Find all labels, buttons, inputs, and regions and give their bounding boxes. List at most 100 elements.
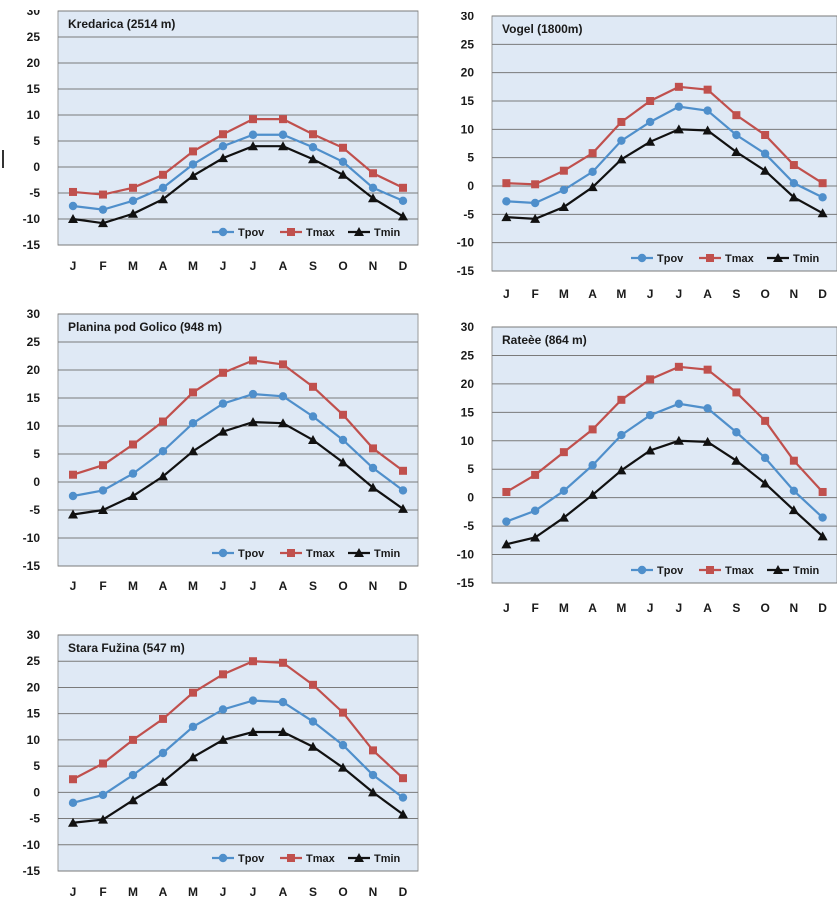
point-tmin — [398, 503, 408, 513]
legend-label-tmax: Tmax — [306, 853, 336, 865]
point-tmax — [502, 487, 511, 496]
point-tmax — [617, 117, 626, 126]
series-line-tpov — [506, 105, 824, 205]
point-tpov — [645, 117, 655, 127]
point-tmax — [279, 658, 287, 667]
point-tmax — [732, 388, 741, 397]
point-tmax — [189, 388, 197, 397]
x-tick-label: A — [159, 579, 168, 593]
x-tick-label: J — [220, 579, 227, 593]
x-tick-label: M — [128, 259, 138, 273]
point-tmax — [818, 179, 827, 188]
point-tmin — [501, 212, 512, 222]
legend-label-tpov: Tpov — [657, 253, 684, 265]
point-tpov — [158, 447, 168, 456]
point-tpov — [617, 136, 626, 145]
series-line-tmin — [506, 128, 824, 220]
x-tick-label: S — [732, 601, 740, 615]
x-tick-label: J — [70, 579, 77, 593]
y-tick-label: 5 — [467, 462, 474, 476]
plot-area — [57, 634, 419, 872]
point-tmin — [731, 147, 742, 156]
series-line-tmax — [72, 359, 404, 476]
point-tpov — [530, 506, 540, 515]
point-tmin — [338, 169, 348, 179]
legend-label-tpov: Tpov — [238, 227, 265, 239]
point-tpov — [128, 469, 138, 478]
point-tmax — [219, 368, 227, 377]
series-line-tmax — [506, 85, 824, 186]
point-tmin — [558, 201, 569, 211]
point-tmin — [338, 762, 348, 772]
point-tmin — [368, 482, 378, 492]
point-tmin — [645, 136, 656, 146]
point-tmax — [69, 470, 77, 479]
point-tmax — [761, 131, 770, 139]
legend-label-tmax: Tmax — [725, 253, 755, 265]
y-tick-label: -15 — [457, 576, 475, 590]
point-tpov — [68, 201, 78, 211]
y-tick-label: -5 — [463, 519, 474, 533]
edge-mark — [2, 150, 4, 168]
y-tick-label: 25 — [461, 37, 475, 51]
x-tick-label: J — [503, 601, 510, 615]
point-tmin — [587, 182, 598, 192]
point-tpov — [703, 106, 712, 115]
y-tick-label: 30 — [27, 628, 41, 642]
point-tpov — [338, 740, 348, 750]
point-tmax — [69, 187, 77, 196]
point-tmax — [588, 149, 597, 158]
point-tmax — [559, 166, 568, 175]
y-tick-label: 10 — [461, 122, 475, 136]
y-tick-label: 30 — [461, 12, 475, 23]
point-tmax — [279, 115, 287, 124]
legend-marker-tmin — [773, 565, 783, 574]
x-tick-label: J — [647, 287, 654, 301]
point-tmax — [339, 708, 347, 717]
y-tick-label: 0 — [467, 179, 474, 193]
x-tick-label: A — [279, 579, 288, 593]
point-tmin — [368, 787, 378, 797]
legend-label-tmax: Tmax — [725, 565, 755, 577]
point-tmin — [188, 752, 198, 762]
point-tmax — [789, 456, 798, 465]
y-tick-label: -10 — [457, 236, 475, 250]
legend-marker-tpov — [218, 853, 228, 863]
y-tick-label: 20 — [27, 363, 41, 377]
point-tmax — [129, 735, 137, 744]
point-tmax — [674, 82, 683, 91]
point-tmax — [646, 97, 655, 105]
y-tick-label: 10 — [461, 434, 475, 448]
legend-label-tmax: Tmax — [306, 548, 336, 560]
x-tick-label: F — [99, 579, 106, 593]
x-tick-label: M — [188, 579, 198, 593]
point-tmin — [673, 124, 684, 134]
point-tpov — [278, 392, 288, 401]
point-tpov — [645, 410, 655, 420]
point-tmax — [703, 85, 712, 94]
point-tmax — [399, 466, 407, 475]
legend-marker-tmin — [773, 253, 783, 262]
point-tpov — [368, 463, 378, 473]
legend-marker-tmax — [287, 549, 295, 557]
point-tpov — [398, 793, 408, 802]
point-tpov — [68, 798, 78, 808]
legend-marker-tpov — [218, 548, 228, 558]
y-tick-label: 15 — [461, 405, 475, 419]
point-tmax — [674, 362, 683, 371]
point-tmin — [158, 776, 168, 786]
x-tick-label: M — [559, 287, 569, 301]
point-tmin — [188, 170, 198, 180]
point-tpov — [188, 722, 198, 731]
y-tick-label: 0 — [467, 491, 474, 505]
x-tick-label: A — [703, 601, 712, 615]
x-tick-label: A — [588, 601, 597, 615]
point-tmin — [98, 505, 108, 514]
series-line-tmin — [72, 730, 404, 824]
point-tmin — [128, 208, 138, 218]
x-tick-label: D — [399, 885, 408, 899]
point-tpov — [760, 149, 770, 158]
x-tick-label: S — [732, 287, 740, 301]
y-tick-label: 15 — [27, 707, 41, 721]
point-tpov — [128, 196, 138, 205]
